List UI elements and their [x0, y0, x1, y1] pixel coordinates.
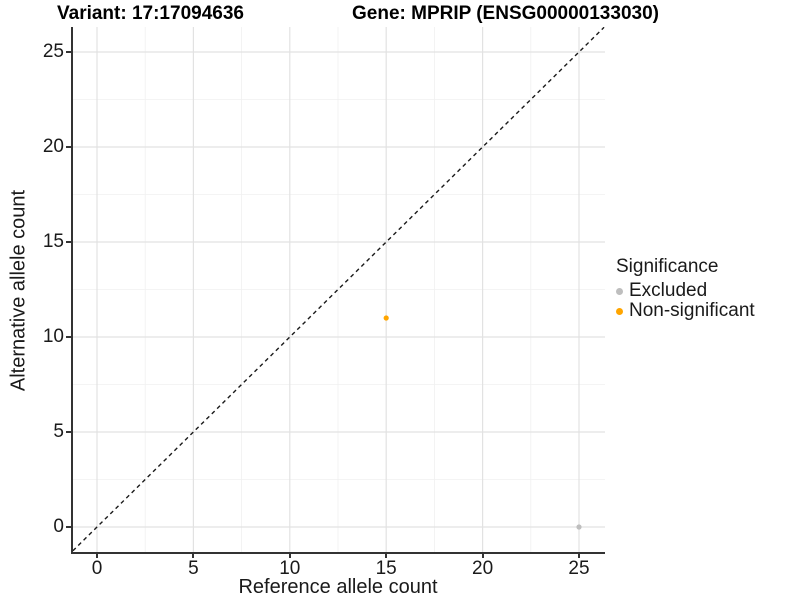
data-point-non-significant — [383, 315, 389, 321]
legend-title: Significance — [616, 256, 719, 277]
identity-dashed-line — [73, 27, 605, 552]
y-tick-label: 15 — [42, 231, 64, 252]
y-tick-label: 5 — [53, 421, 64, 442]
y-tick-mark — [66, 241, 71, 243]
y-tick-label: 25 — [42, 41, 64, 62]
y-tick-label: 0 — [53, 516, 64, 537]
y-tick-mark — [66, 146, 71, 148]
x-tick-mark — [385, 553, 388, 558]
x-tick-label: 10 — [279, 558, 301, 579]
legend-dot-icon — [616, 307, 623, 315]
plot-title-variant: Variant: 17:17094636 — [57, 3, 244, 24]
legend-dot-icon — [616, 287, 623, 295]
y-tick-mark — [66, 431, 71, 433]
x-axis-label: Reference allele count — [238, 576, 438, 598]
x-tick-mark — [96, 553, 98, 558]
plot-title-gene: Gene: MPRIP (ENSG00000133030) — [352, 3, 659, 24]
y-tick-label: 20 — [42, 136, 64, 157]
plot-canvas — [73, 27, 605, 552]
legend-item-label: Excluded — [629, 280, 708, 301]
y-tick-mark — [66, 526, 71, 528]
legend-item: Excluded — [616, 280, 755, 301]
plot-panel — [71, 27, 605, 554]
legend-items: Excluded Non-significant — [616, 280, 755, 321]
y-axis-label: Alternative allele count — [7, 189, 30, 392]
x-tick-mark — [288, 553, 291, 558]
legend-item-label: Non-significant — [629, 300, 755, 321]
y-tick-label: 10 — [42, 326, 64, 347]
legend-item: Non-significant — [616, 300, 755, 321]
legend: Significance Excluded Non-significant — [616, 256, 755, 321]
x-tick-label: 5 — [188, 558, 199, 579]
y-tick-mark — [66, 336, 71, 338]
x-tick-mark — [481, 553, 484, 558]
x-tick-mark — [578, 553, 580, 558]
x-tick-label: 15 — [375, 558, 397, 579]
x-tick-label: 25 — [568, 558, 590, 579]
x-tick-label: 0 — [91, 558, 103, 579]
x-tick-label: 20 — [472, 558, 494, 579]
data-point-excluded — [576, 524, 582, 530]
y-tick-mark — [66, 51, 71, 53]
x-tick-mark — [192, 553, 195, 558]
